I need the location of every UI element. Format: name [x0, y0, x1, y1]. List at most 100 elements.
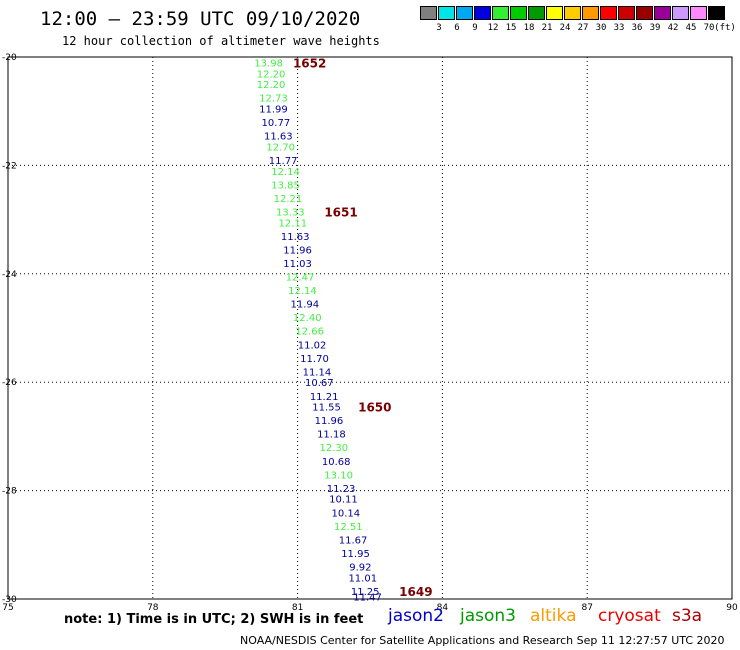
satellite-cryosat: cryosat	[598, 606, 661, 626]
satellite-s3a: s3a	[672, 606, 703, 626]
legend-label: 39	[649, 23, 661, 33]
wave-height-label: 13.98	[254, 58, 283, 69]
x-tick-label: 84	[437, 603, 449, 613]
y-tick-label: -22	[2, 161, 17, 171]
legend-swatch	[438, 6, 455, 20]
wave-height-label: 10.14	[332, 508, 361, 519]
wave-height-label: 11.02	[298, 340, 327, 351]
legend-swatch	[672, 6, 689, 20]
chart-title: 12:00 – 23:59 UTC 09/10/2020	[40, 8, 361, 30]
legend-swatch	[618, 6, 635, 20]
legend-label: 45	[685, 23, 697, 33]
wave-height-label: 11.67	[339, 535, 368, 546]
wave-height-label: 9.92	[349, 562, 371, 573]
note-text: note: 1) Time is in UTC; 2) SWH is in fe…	[64, 612, 364, 627]
wave-height-label: 12.73	[259, 94, 288, 105]
x-tick-label: 87	[581, 603, 592, 613]
wave-height-label: 11.63	[281, 232, 310, 243]
wave-height-label: 12.20	[257, 69, 286, 80]
x-tick-label: 75	[2, 603, 13, 613]
wave-height-label: 11.21	[310, 392, 339, 403]
legend-label: 30	[595, 23, 607, 33]
wave-height-label: 11.94	[291, 300, 320, 311]
time-label: 1649	[399, 585, 432, 599]
legend-label: 27	[577, 23, 589, 33]
legend-label: 42	[667, 23, 679, 33]
legend-label: 33	[613, 23, 625, 33]
wave-height-label: 11.99	[259, 104, 288, 115]
wave-height-label: 13.85	[271, 180, 300, 191]
legend-label: 24	[559, 23, 571, 33]
legend-swatch	[420, 6, 437, 20]
legend-label: 21	[541, 23, 553, 33]
wave-height-label: 12.70	[266, 142, 295, 153]
plot-frame	[7, 56, 733, 600]
wave-height-label: 11.96	[283, 245, 312, 256]
wave-height-label: 12.14	[288, 286, 317, 297]
wave-height-label: 12.47	[286, 273, 315, 284]
wave-height-label: 11.47	[353, 592, 382, 603]
chart-subtitle: 12 hour collection of altimeter wave hei…	[62, 34, 380, 48]
x-tick-label: 78	[147, 603, 159, 613]
legend-label: 3	[436, 23, 442, 33]
y-tick-label: -28	[2, 487, 17, 497]
legend-unit: (ft)	[714, 23, 736, 33]
wave-height-label: 12.21	[274, 194, 303, 205]
wave-height-label: 12.14	[271, 167, 300, 178]
wave-height-label: 13.10	[324, 470, 353, 481]
wave-height-label: 11.23	[327, 484, 356, 495]
wave-height-label: 11.55	[312, 403, 341, 414]
wave-height-label: 10.68	[322, 457, 351, 468]
wave-height-label: 12.51	[334, 522, 363, 533]
x-tick-label: 90	[726, 603, 738, 613]
satellite-jason3: jason3	[460, 606, 516, 626]
wave-height-label: 11.03	[283, 259, 312, 270]
wave-height-label: 12.66	[295, 327, 324, 338]
footer-credit: NOAA/NESDIS Center for Satellite Applica…	[240, 634, 725, 647]
legend-swatch	[546, 6, 563, 20]
y-tick-label: -20	[2, 53, 17, 63]
wave-height-label: 10.67	[305, 378, 334, 389]
wave-height-label: 11.18	[317, 430, 346, 441]
y-tick-label: -26	[2, 378, 17, 388]
wave-height-label: 11.96	[315, 416, 344, 427]
wave-height-label: 11.63	[264, 132, 293, 143]
legend-label: 9	[472, 23, 478, 33]
legend-swatch	[474, 6, 491, 20]
wave-height-label: 11.25	[351, 587, 380, 598]
wave-height-label: 12.20	[257, 80, 286, 91]
time-label: 1650	[358, 401, 391, 415]
legend-swatch	[636, 6, 653, 20]
legend-label: 15	[505, 23, 517, 33]
wave-height-label: 10.77	[262, 118, 291, 129]
legend-swatch	[528, 6, 545, 20]
wave-height-label: 11.70	[300, 354, 329, 365]
wave-height-label: 11.95	[341, 549, 370, 560]
legend-swatch	[600, 6, 617, 20]
time-label: 1652	[293, 56, 326, 70]
legend-swatch	[492, 6, 509, 20]
wave-height-label: 12.30	[319, 443, 348, 454]
legend-swatch	[456, 6, 473, 20]
satellite-jason2: jason2	[388, 606, 444, 626]
legend-label: 6	[454, 23, 460, 33]
y-tick-label: -24	[2, 270, 17, 280]
legend-swatch	[708, 6, 725, 20]
legend-swatch	[690, 6, 707, 20]
y-tick-label: -30	[2, 595, 17, 605]
wave-height-label: 12.40	[293, 313, 322, 324]
time-label: 1651	[324, 205, 357, 219]
satellite-altika: altika	[530, 606, 577, 626]
wave-height-label: 10.11	[329, 495, 358, 506]
wave-height-label: 11.77	[269, 156, 298, 167]
wave-height-label: 13.33	[276, 207, 305, 218]
x-tick-label: 81	[292, 603, 303, 613]
legend-swatch	[654, 6, 671, 20]
wave-height-label: 11.01	[348, 573, 377, 584]
legend-swatch	[564, 6, 581, 20]
wave-height-label: 11.14	[303, 367, 332, 378]
legend-label: 18	[523, 23, 535, 33]
legend-label: 36	[631, 23, 643, 33]
legend-label: 70	[703, 23, 715, 33]
